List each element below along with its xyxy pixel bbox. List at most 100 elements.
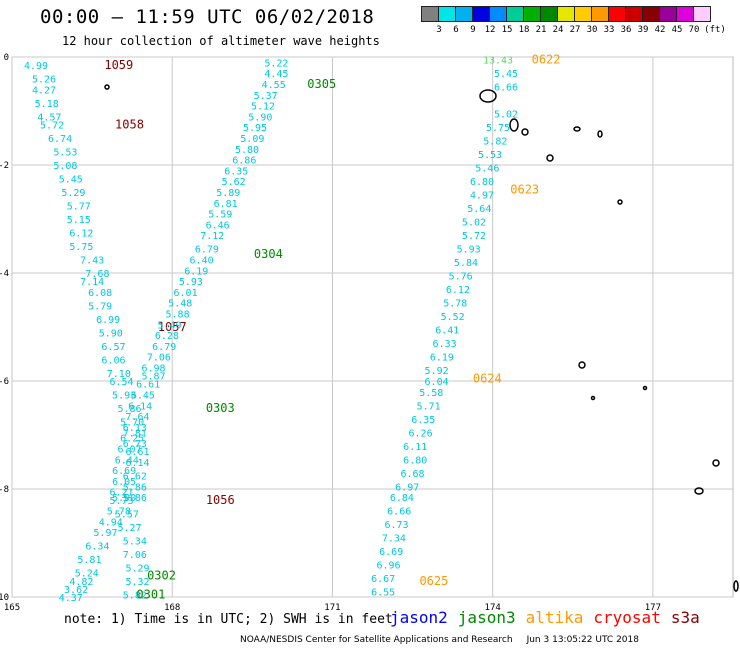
- swh-value: 5.82: [483, 137, 507, 148]
- swh-value: 5.92: [425, 366, 449, 377]
- track-time-label: 1058: [115, 118, 144, 132]
- lon-tick-label: 177: [645, 603, 661, 613]
- swh-value: 5.93: [179, 277, 203, 288]
- legend-tick-label: 42: [654, 25, 666, 35]
- swh-value: 5.93: [112, 391, 136, 402]
- swh-value: 5.86: [123, 482, 147, 493]
- satellite-jason2: jason2: [390, 608, 448, 627]
- legend-tick-label: 70: [688, 25, 700, 35]
- swh-value: 5.34: [123, 536, 147, 547]
- swh-value: 5.78: [443, 299, 467, 310]
- page-title: 00:00 – 11:59 UTC 06/02/2018: [40, 6, 375, 28]
- swh-value: 5.29: [61, 188, 85, 199]
- island-coastline: [597, 130, 603, 138]
- swh-value: 7.14: [80, 277, 104, 288]
- swh-value: 6.66: [494, 83, 518, 94]
- track-time-label: 0303: [206, 401, 235, 415]
- legend-tick-label: 12: [484, 25, 496, 35]
- swh-value: 6.14: [128, 401, 152, 412]
- swh-value: 5.86: [123, 493, 147, 504]
- lat-tick-label: -10: [0, 593, 9, 603]
- legend-labels: 3 6 9 12 15 18 21 24 27 30 33 36 39 42 45 70 (ft): [422, 25, 726, 37]
- swh-value: 5.15: [67, 215, 91, 226]
- swh-value: 5.75: [69, 242, 93, 253]
- swh-value: 6.06: [101, 355, 125, 366]
- swh-value: 6.12: [69, 229, 93, 240]
- swh-value: 6.01: [174, 288, 198, 299]
- island-coastline: [573, 126, 581, 132]
- swh-value: 6.26: [409, 428, 433, 439]
- swh-value: 5.29: [125, 563, 149, 574]
- swh-value: 5.90: [112, 493, 136, 504]
- track-time-label: 0622: [532, 53, 561, 67]
- swh-value: 5.53: [53, 148, 77, 159]
- swh-value: 4.37: [59, 593, 83, 604]
- lon-tick-label: 171: [324, 603, 340, 613]
- swh-value: 5.53: [478, 150, 502, 161]
- swh-value: 5.46: [475, 164, 499, 175]
- swh-value: 6.84: [390, 493, 414, 504]
- swh-value: 6.45: [131, 391, 155, 402]
- swh-value: 5.81: [77, 555, 101, 566]
- swh-value: 5.24: [75, 569, 99, 580]
- swh-value: 5.27: [117, 523, 141, 534]
- island-coastline: [617, 199, 623, 205]
- swh-value: 4.82: [69, 577, 93, 588]
- swh-value: 4.57: [37, 112, 61, 123]
- swh-value: 4.45: [264, 69, 288, 80]
- swh-value: 5.59: [208, 210, 232, 221]
- footer-note: note: 1) Time is in UTC; 2) SWH is in fe…: [64, 612, 393, 627]
- legend-tick-label: 6: [453, 25, 459, 35]
- swh-value: 6.73: [123, 439, 147, 450]
- swh-value: 5.45: [494, 69, 518, 80]
- island-coastline: [578, 361, 586, 369]
- swh-value: 6.74: [48, 134, 72, 145]
- swh-value: 5.49: [158, 320, 182, 331]
- track-time-label: 1059: [104, 58, 133, 72]
- swh-value: 6.35: [411, 415, 435, 426]
- credit-line: NOAA/NESDIS Center for Satellite Applica…: [240, 635, 639, 645]
- swh-value: 6.28: [155, 331, 179, 342]
- swh-value: 7.34: [382, 534, 406, 545]
- legend-tick-label: 9: [470, 25, 476, 35]
- legend-tick-label: 21: [535, 25, 547, 35]
- swh-value: 6.97: [395, 482, 419, 493]
- island-coastline: [104, 84, 110, 90]
- swh-value: 5.90: [99, 328, 123, 339]
- satellite-jason3: jason3: [457, 608, 516, 627]
- lon-tick-label: 174: [485, 603, 501, 613]
- swh-value: 5.57: [115, 509, 139, 520]
- swh-value: 6.73: [384, 520, 408, 531]
- island-coastline: [509, 118, 519, 132]
- swh-value: 5.80: [235, 145, 259, 156]
- swh-value: 5.52: [441, 312, 465, 323]
- lat-tick-label: -6: [0, 377, 9, 387]
- track-time-label: 0625: [419, 574, 448, 588]
- swh-value: 5.09: [240, 134, 264, 145]
- island-coastline: [479, 89, 497, 103]
- credit-timestamp: Jun 3 13:05:22 UTC 2018: [526, 635, 639, 645]
- legend-tick-label: 39: [637, 25, 649, 35]
- swh-value: 6.35: [224, 166, 248, 177]
- swh-value: 6.46: [206, 220, 230, 231]
- swh-value: 5.84: [454, 258, 478, 269]
- swh-value: 6.62: [123, 472, 147, 483]
- track-time-label: 0304: [254, 247, 283, 261]
- credit-text: NOAA/NESDIS Center for Satellite Applica…: [240, 635, 513, 645]
- swh-value: 6.04: [425, 377, 449, 388]
- swh-value: 5.88: [166, 310, 190, 321]
- swh-value: 5.64: [467, 204, 491, 215]
- track-time-label: 0305: [307, 77, 336, 91]
- swh-value: 6.81: [214, 199, 238, 210]
- swh-value: 6.79: [195, 245, 219, 256]
- island-coastline: [712, 459, 720, 467]
- swh-value: 6.21: [109, 488, 133, 499]
- swh-value: 5.78: [107, 507, 131, 518]
- swh-value: 5.87: [141, 372, 165, 383]
- swh-value: 7.68: [85, 269, 109, 280]
- island-coastline: [642, 385, 648, 391]
- swh-value: 5.77: [67, 202, 91, 213]
- legend-unit: (ft): [704, 25, 726, 35]
- swh-value: 5.12: [251, 102, 275, 113]
- swh-value: 6.41: [435, 326, 459, 337]
